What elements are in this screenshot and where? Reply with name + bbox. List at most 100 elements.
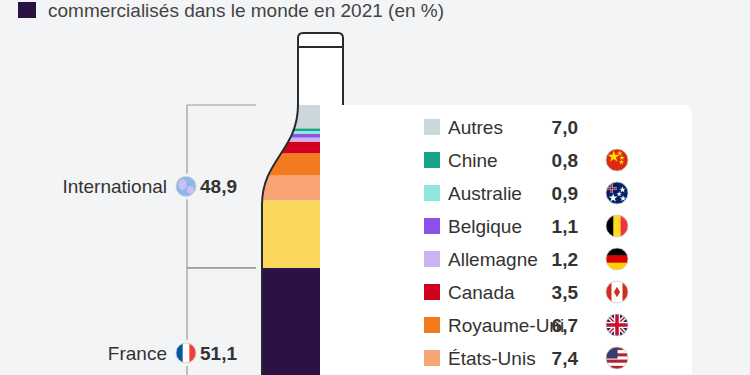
legend-value: 1,1 <box>552 216 579 237</box>
group-value: 48,9 <box>200 176 237 197</box>
flag-icon <box>606 248 628 271</box>
bar-segment <box>250 176 320 201</box>
bottle-lip <box>298 46 343 48</box>
legend-item: Canada 3,5 <box>424 282 578 303</box>
flag-outline <box>606 182 628 204</box>
legend-swatch <box>424 218 440 234</box>
legend-panel <box>322 105 692 375</box>
legend-swatch <box>424 350 440 366</box>
legend-value: 1,2 <box>552 249 578 270</box>
bar-segment <box>250 131 320 134</box>
flag-star <box>617 151 622 156</box>
bar-segment <box>250 105 320 128</box>
flag-outline <box>176 176 196 196</box>
flag-icon-inner <box>606 149 628 171</box>
bar-segment <box>250 200 320 268</box>
legend: Autres 7,0 Chine0,8 Australie 0,9 Belgique1,1… <box>424 117 578 369</box>
legend-swatch <box>424 284 440 300</box>
globe-icon-inner <box>176 176 196 196</box>
flag-star <box>619 155 624 160</box>
flag-cross <box>615 314 619 336</box>
flag-outline <box>606 248 628 270</box>
flag-icon <box>606 281 629 303</box>
chart-svg: commercialisés dans le monde en 2021 (en… <box>0 0 750 375</box>
legend-value: 6,7 <box>552 315 578 336</box>
flag-outline <box>606 281 628 303</box>
legend-item: Australie 0,9 <box>424 183 578 204</box>
flag-icon <box>606 149 628 171</box>
flag-stripe <box>612 281 624 303</box>
bar-segment <box>250 268 320 375</box>
group-label: International <box>62 176 167 197</box>
legend-value: 0,9 <box>552 183 578 204</box>
legend-item: Royaume-Uni6,7 <box>424 315 578 336</box>
legend-label: Australie <box>448 183 522 204</box>
flag-leaf <box>614 287 620 298</box>
legend-item: Autres 7,0 <box>424 117 578 138</box>
legend-value: 7,0 <box>552 117 578 138</box>
legend-item: Chine0,8 <box>424 150 578 171</box>
legend-label: Royaume-Uni <box>448 315 564 336</box>
flag-field <box>606 149 628 171</box>
flag-field <box>606 314 628 336</box>
title-marker <box>18 2 36 18</box>
flag-icon <box>606 314 628 336</box>
chart-container: commercialisés dans le monde en 2021 (en… <box>0 0 750 375</box>
legend-item: États-Unis7,4 <box>424 348 578 369</box>
flag-stripe <box>606 360 628 364</box>
legend-value: 7,4 <box>552 348 579 369</box>
legend-swatch <box>424 317 440 333</box>
bar-segment <box>250 153 320 175</box>
flag-icon <box>176 343 197 363</box>
flag-stripe <box>613 215 621 237</box>
bracket-gap <box>173 173 199 199</box>
flag-outline <box>606 215 628 237</box>
flag-diag <box>606 314 628 336</box>
bracket-gap <box>173 340 199 366</box>
flag-star <box>617 191 622 196</box>
legend-swatch <box>424 152 440 168</box>
bar-segment <box>250 128 320 131</box>
flag-icon <box>606 347 628 370</box>
flag-outline <box>606 314 628 336</box>
flag-field <box>606 182 628 204</box>
legend-label: Chine <box>448 150 498 171</box>
legend-swatch <box>424 119 440 135</box>
globe-land <box>179 179 187 190</box>
flag-diag <box>606 314 628 336</box>
legend-value: 3,5 <box>552 282 579 303</box>
flag-stripe <box>606 248 628 256</box>
title: commercialisés dans le monde en 2021 (en… <box>48 0 444 21</box>
legend-item: Belgique1,1 <box>424 216 578 237</box>
flag-outline <box>606 347 628 369</box>
legend-item: Allemagne1,2 <box>424 249 578 270</box>
flag-icon-inner <box>606 314 628 336</box>
flag-stripe <box>606 255 628 263</box>
legend-label: Autres <box>448 117 503 138</box>
bar-segment <box>250 138 320 142</box>
legend-swatch <box>424 251 440 267</box>
group-label: France <box>108 343 167 364</box>
bar-segment <box>250 134 320 138</box>
globe-land <box>187 186 194 194</box>
flag-icon-inner <box>606 248 628 271</box>
legend-label: Canada <box>448 282 515 303</box>
flag-star <box>619 186 626 192</box>
group-brackets: France 51,1 International 48,9 <box>62 105 256 375</box>
flag-outline <box>606 149 628 171</box>
flag-stripe <box>606 215 614 237</box>
flag-icon-inner <box>606 281 629 303</box>
globe-sea <box>176 176 196 196</box>
flag-stripe <box>623 281 629 303</box>
flag-icon-inner <box>606 182 628 204</box>
group-value: 51,1 <box>200 343 237 364</box>
bracket-end <box>187 267 256 268</box>
bracket-end <box>187 267 256 268</box>
flag-icon-inner <box>176 343 197 363</box>
flag-outline <box>176 343 196 363</box>
flag-stripe <box>176 343 183 363</box>
flag-icon-inner <box>606 215 629 237</box>
globe-icon <box>176 176 196 196</box>
flag-icon-inner <box>606 347 628 370</box>
flag-star <box>609 193 618 201</box>
